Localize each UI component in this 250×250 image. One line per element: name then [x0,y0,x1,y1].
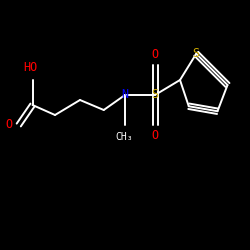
Text: O: O [152,48,158,62]
Text: S: S [152,88,158,102]
Text: CH₃: CH₃ [115,132,132,142]
Text: HO: HO [23,62,37,74]
Text: O: O [5,118,12,132]
Text: S: S [193,47,200,60]
Text: O: O [152,129,158,142]
Text: N: N [122,88,128,102]
